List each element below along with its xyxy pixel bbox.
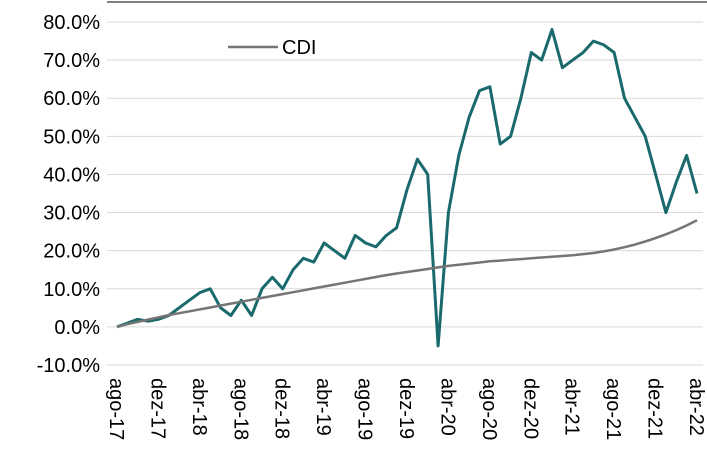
y-tick-label: 40.0% xyxy=(43,164,100,186)
y-tick-label: 20.0% xyxy=(43,241,100,263)
y-tick-label: 0.0% xyxy=(54,317,100,339)
y-tick-label: 60.0% xyxy=(43,88,100,110)
y-tick-label: 50.0% xyxy=(43,126,100,148)
legend-label: CDI xyxy=(282,37,316,59)
y-tick-label: -10.0% xyxy=(37,355,101,377)
x-tick-label: abr-20 xyxy=(436,378,458,436)
x-tick-label: abr-19 xyxy=(312,378,334,436)
x-tick-label: abr-22 xyxy=(685,378,707,436)
x-tick-label: ago-18 xyxy=(229,378,251,440)
line-series xyxy=(116,219,698,329)
x-tick-label: abr-18 xyxy=(188,378,210,436)
y-tick-label: 80.0% xyxy=(43,12,100,34)
x-tick-label: ago-21 xyxy=(602,378,624,440)
line-series xyxy=(116,28,699,348)
y-tick-label: 70.0% xyxy=(43,50,100,72)
x-tick-label: ago-20 xyxy=(478,378,500,440)
x-tick-label: dez-21 xyxy=(644,378,666,439)
x-tick-label: abr-21 xyxy=(561,378,583,436)
x-tick-label: dez-20 xyxy=(519,378,541,439)
x-tick-label: dez-18 xyxy=(271,378,293,439)
y-tick-label: 30.0% xyxy=(43,203,100,225)
x-tick-label: ago-19 xyxy=(354,378,376,440)
y-tick-label: 10.0% xyxy=(43,279,100,301)
x-tick-label: dez-17 xyxy=(146,378,168,439)
x-tick-label: ago-17 xyxy=(105,378,127,440)
x-tick-label: dez-19 xyxy=(395,378,417,439)
